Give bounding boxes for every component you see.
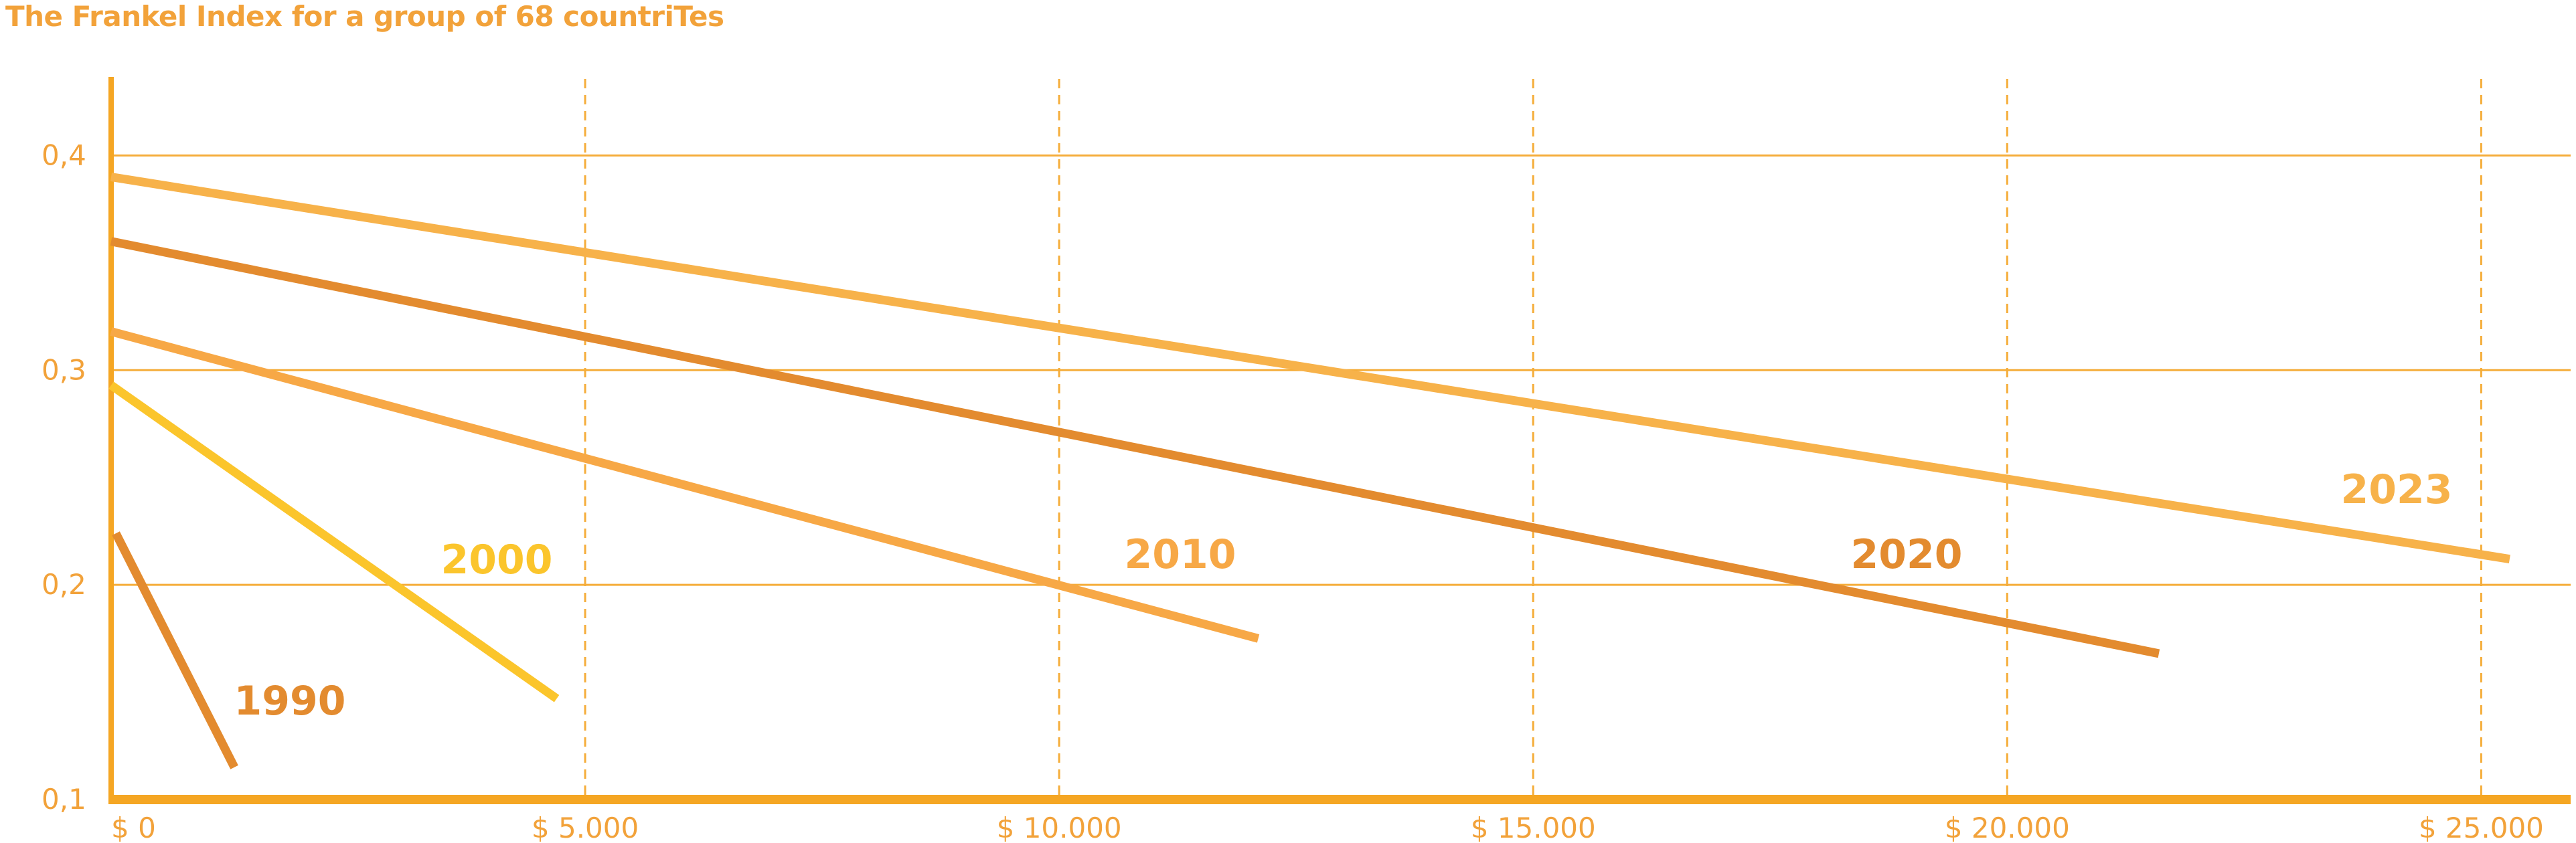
series-label-2023: 2023 [2341, 466, 2453, 513]
series-label-2010: 2010 [1125, 531, 1236, 578]
series-lines [108, 173, 2510, 769]
series-label-1990: 1990 [234, 678, 346, 725]
series-labels: 1990 2000 2010 2020 2023 [234, 466, 2453, 725]
series-line-2020 [110, 237, 2160, 658]
x-tick-label: $ 15.000 [1471, 812, 1596, 843]
x-tick-label: $ 0 [111, 812, 156, 843]
axes [108, 77, 2571, 804]
series-line-2023 [110, 173, 2510, 564]
x-tick-label: $ 5.000 [532, 812, 639, 843]
series-label-2000: 2000 [441, 537, 553, 583]
x-tick-label: $ 20.000 [1945, 812, 2070, 843]
y-tick-label: 0,4 [42, 138, 86, 171]
series-line-2010 [110, 327, 1260, 643]
series-label-2020: 2020 [1851, 531, 1963, 578]
series-line-1990 [112, 531, 238, 769]
chart-title: The Frankel Index for a group of 68 coun… [5, 0, 724, 33]
x-tick-label: $ 10.000 [997, 812, 1122, 843]
tick-labels: 0,1 0,2 0,3 0,4 $ 0 $ 5.000 $ 10.000 $ 15.000 $ … [42, 138, 2544, 843]
series-line-2000 [108, 381, 560, 702]
grid [111, 79, 2571, 800]
x-tick-label: $ 25.000 [2419, 812, 2544, 843]
y-tick-label: 0,2 [42, 568, 86, 601]
y-tick-label: 0,1 [42, 783, 86, 816]
y-tick-label: 0,3 [42, 353, 86, 386]
